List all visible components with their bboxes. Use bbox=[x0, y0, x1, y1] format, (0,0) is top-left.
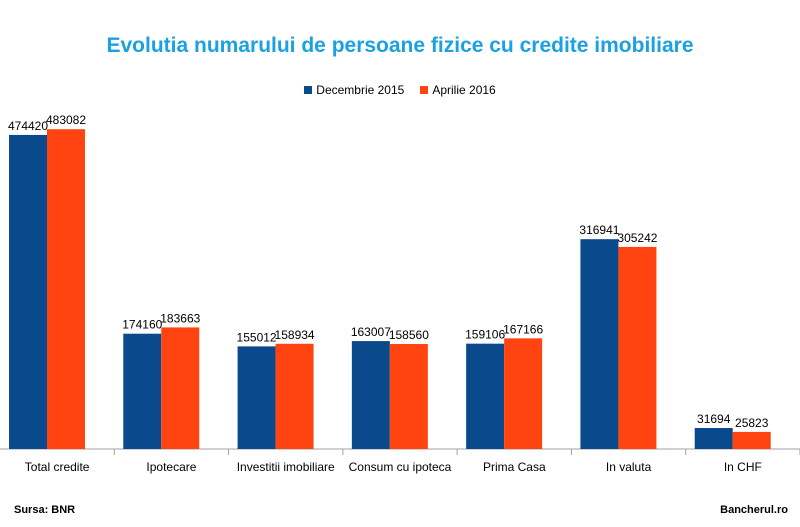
bar-dec-2015 bbox=[351, 341, 390, 449]
data-label: 158560 bbox=[389, 328, 429, 342]
category-label: In CHF bbox=[724, 460, 762, 474]
legend-item-series-1: Decembrie 2015 bbox=[304, 83, 404, 97]
chart-title: Evolutia numarului de persoane fizice cu… bbox=[106, 34, 694, 57]
data-label: 305242 bbox=[617, 231, 657, 245]
data-label: 163007 bbox=[351, 325, 391, 339]
legend-label-series-2: Aprilie 2016 bbox=[432, 83, 496, 97]
bar-apr-2016 bbox=[732, 431, 771, 449]
data-label: 316941 bbox=[579, 223, 619, 237]
chart-legend: Decembrie 2015 Aprilie 2016 bbox=[0, 83, 800, 97]
bar-apr-2016 bbox=[275, 343, 314, 449]
data-label: 31694 bbox=[697, 412, 731, 426]
data-label: 167166 bbox=[503, 322, 543, 336]
category-label: Consum cu ipoteca bbox=[349, 460, 452, 474]
legend-swatch-series-1 bbox=[304, 86, 313, 94]
data-label: 174160 bbox=[122, 318, 162, 332]
bar-dec-2015 bbox=[580, 239, 619, 449]
data-label: 159106 bbox=[465, 328, 505, 342]
brand-label: Bancherul.ro bbox=[720, 504, 788, 516]
legend-item-series-2: Aprilie 2016 bbox=[420, 83, 496, 97]
data-label: 474420 bbox=[8, 119, 48, 133]
bar-dec-2015 bbox=[9, 134, 47, 449]
category-label: Prima Casa bbox=[483, 460, 546, 474]
bar-apr-2016 bbox=[47, 129, 85, 450]
category-label: In valuta bbox=[606, 460, 652, 474]
legend-swatch-series-2 bbox=[420, 86, 429, 94]
category-label: Total credite bbox=[25, 460, 90, 474]
bar-dec-2015 bbox=[237, 346, 276, 449]
data-label: 155012 bbox=[237, 330, 277, 344]
bar-apr-2016 bbox=[618, 246, 657, 449]
category-label: Investitii imobiliare bbox=[237, 460, 335, 474]
data-label: 483082 bbox=[46, 113, 86, 127]
bar-dec-2015 bbox=[123, 333, 162, 449]
source-note: Sursa: BNR bbox=[14, 504, 76, 516]
data-label: 25823 bbox=[735, 416, 769, 430]
category-label: Ipotecare bbox=[146, 460, 196, 474]
bar-dec-2015 bbox=[694, 428, 733, 449]
bar-dec-2015 bbox=[466, 343, 505, 449]
bar-apr-2016 bbox=[161, 327, 200, 449]
data-label: 158934 bbox=[275, 328, 315, 342]
data-label: 183663 bbox=[160, 311, 200, 325]
bar-apr-2016 bbox=[389, 344, 428, 449]
legend-label-series-1: Decembrie 2015 bbox=[316, 83, 405, 97]
bar-apr-2016 bbox=[504, 338, 543, 449]
